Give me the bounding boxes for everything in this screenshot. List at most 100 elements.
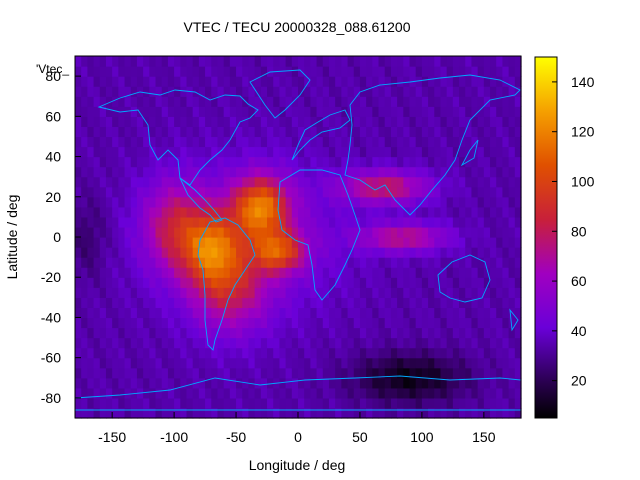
heatmap-cell — [421, 387, 429, 399]
heatmap-cell — [87, 327, 95, 339]
heatmap-cell — [372, 56, 380, 67]
heatmap-cell — [322, 66, 330, 77]
heatmap-cell — [273, 247, 281, 258]
heatmap-cell — [490, 297, 497, 308]
heatmap-cell — [428, 206, 435, 218]
heatmap-cell — [421, 317, 429, 329]
heatmap-cell — [378, 206, 386, 218]
heatmap-cell — [87, 206, 95, 218]
heatmap-cell — [471, 307, 479, 319]
heatmap-cell — [217, 146, 225, 158]
heatmap-cell — [167, 367, 175, 379]
y-tick-label: -40 — [41, 309, 61, 325]
heatmap-cell — [291, 237, 299, 248]
heatmap-cell — [81, 347, 88, 359]
heatmap-cell — [99, 226, 107, 238]
heatmap-cell — [514, 56, 522, 67]
heatmap-cell — [267, 337, 274, 349]
heatmap-cell — [322, 357, 330, 369]
heatmap-cell — [397, 277, 404, 288]
heatmap-cell — [279, 287, 287, 298]
heatmap-cell — [192, 136, 200, 148]
heatmap-cell — [273, 166, 281, 178]
heatmap-cell — [99, 186, 107, 198]
heatmap-cell — [502, 317, 510, 329]
heatmap-cell — [434, 287, 442, 298]
heatmap-cell — [75, 96, 82, 107]
heatmap-cell — [273, 357, 281, 369]
heatmap-cell — [514, 387, 522, 399]
heatmap-cell — [217, 196, 225, 208]
heatmap-cell — [211, 257, 219, 268]
heatmap-cell — [483, 146, 491, 158]
heatmap-cell — [465, 307, 473, 319]
heatmap-cell — [279, 146, 287, 158]
heatmap-cell — [390, 216, 398, 228]
heatmap-cell — [217, 337, 225, 349]
heatmap-cell — [409, 216, 417, 228]
heatmap-cell — [366, 347, 373, 359]
heatmap-cell — [434, 106, 442, 117]
heatmap-cell — [260, 337, 268, 349]
heatmap-cell — [471, 116, 479, 127]
heatmap-cell — [353, 387, 361, 399]
heatmap-cell — [81, 186, 88, 198]
heatmap-cell — [75, 347, 82, 359]
heatmap-cell — [335, 247, 342, 258]
heatmap-cell — [260, 216, 268, 228]
heatmap-cell — [291, 156, 299, 168]
heatmap-cell — [341, 136, 349, 148]
heatmap-cell — [316, 257, 324, 268]
heatmap-cell — [471, 76, 479, 87]
heatmap-cell — [471, 247, 479, 258]
heatmap-cell — [223, 126, 231, 138]
heatmap-cell — [390, 116, 398, 127]
heatmap-cell — [514, 216, 522, 228]
heatmap-cell — [223, 96, 231, 107]
heatmap-cell — [217, 387, 225, 399]
heatmap-cell — [229, 206, 237, 218]
heatmap-cell — [167, 277, 175, 288]
heatmap-cell — [99, 96, 107, 107]
heatmap-cell — [490, 216, 497, 228]
heatmap-cell — [440, 166, 448, 178]
heatmap-cell — [372, 106, 380, 117]
heatmap-cell — [421, 257, 429, 268]
heatmap-cell — [298, 297, 305, 308]
heatmap-cell — [174, 56, 181, 67]
heatmap-cell — [304, 106, 311, 117]
heatmap-cell — [415, 106, 423, 117]
heatmap-cell — [403, 226, 411, 238]
heatmap-cell — [459, 397, 466, 409]
heatmap-cell — [322, 387, 330, 399]
heatmap-cell — [409, 337, 417, 349]
heatmap-cell — [508, 347, 516, 359]
heatmap-cell — [421, 407, 429, 419]
heatmap-cell — [310, 226, 318, 238]
heatmap-cell — [229, 247, 237, 258]
heatmap-cell — [130, 106, 138, 117]
heatmap-cell — [496, 387, 504, 399]
heatmap-cell — [167, 327, 175, 339]
heatmap-cell — [291, 106, 299, 117]
heatmap-cell — [316, 397, 324, 409]
heatmap-cell — [452, 86, 460, 97]
heatmap-cell — [353, 377, 361, 389]
heatmap-cell — [421, 216, 429, 228]
heatmap-cell — [335, 226, 342, 238]
heatmap-cell — [167, 357, 175, 369]
heatmap-cell — [112, 267, 119, 278]
heatmap-cell — [446, 287, 454, 298]
heatmap-cell — [409, 367, 417, 379]
heatmap-cell — [205, 226, 212, 238]
heatmap-cell — [440, 146, 448, 158]
heatmap-cell — [378, 277, 386, 288]
heatmap-cell — [490, 206, 497, 218]
heatmap-cell — [75, 136, 82, 148]
heatmap-cell — [205, 216, 212, 228]
heatmap-cell — [496, 347, 504, 359]
heatmap-cell — [390, 106, 398, 117]
heatmap-cell — [347, 237, 355, 248]
heatmap-cell — [403, 146, 411, 158]
heatmap-cell — [87, 226, 95, 238]
